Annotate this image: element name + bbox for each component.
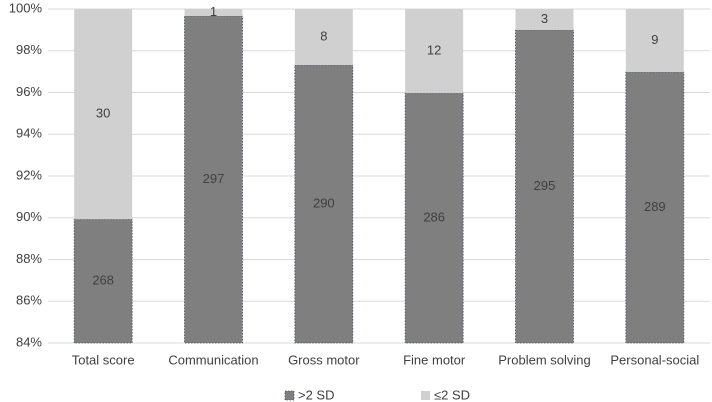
bar-segment xyxy=(405,9,464,94)
bar-segment xyxy=(515,29,574,344)
legend-swatch xyxy=(284,390,295,401)
bar-segment xyxy=(515,9,574,31)
data-label: 1 xyxy=(210,4,217,19)
y-tick-label: 100% xyxy=(9,0,43,15)
y-tick-label: 98% xyxy=(16,42,42,57)
y-tick-label: 90% xyxy=(16,209,42,224)
y-tick-label: 86% xyxy=(16,293,42,308)
data-label: 8 xyxy=(320,28,327,43)
data-label: 290 xyxy=(313,195,335,210)
bar-segment xyxy=(625,71,685,344)
bar-segment xyxy=(625,9,684,73)
x-tick-label: Problem solving xyxy=(498,352,591,367)
x-tick-label: Gross motor xyxy=(288,352,360,367)
y-tick-label: 92% xyxy=(16,167,42,182)
bar-segment xyxy=(74,9,133,220)
data-label: 30 xyxy=(96,106,110,121)
legend-swatch xyxy=(421,391,430,400)
x-tick-label: Fine motor xyxy=(403,352,466,367)
y-tick-label: 94% xyxy=(16,126,42,141)
data-label: 289 xyxy=(644,199,666,214)
bar-segment xyxy=(294,9,353,66)
legend-label: ≤2 SD xyxy=(434,387,470,402)
bar-segment xyxy=(404,92,464,344)
x-tick-label: Total score xyxy=(72,352,135,367)
data-label: 297 xyxy=(203,171,225,186)
data-label: 286 xyxy=(423,209,445,224)
data-label: 295 xyxy=(534,178,556,193)
bar-segment xyxy=(73,218,133,344)
data-label: 9 xyxy=(651,32,658,47)
bar-segment xyxy=(294,64,354,344)
y-tick-label: 84% xyxy=(16,334,42,349)
data-label: 268 xyxy=(92,273,114,288)
y-tick-label: 96% xyxy=(16,84,42,99)
x-tick-label: Communication xyxy=(168,352,258,367)
data-label: 12 xyxy=(427,42,441,57)
legend-label: >2 SD xyxy=(298,387,335,402)
data-label: 3 xyxy=(541,11,548,26)
bar-segment xyxy=(184,15,243,344)
x-tick-label: Personal-social xyxy=(610,352,699,367)
y-tick-label: 88% xyxy=(16,251,42,266)
bar-segment xyxy=(184,9,243,17)
